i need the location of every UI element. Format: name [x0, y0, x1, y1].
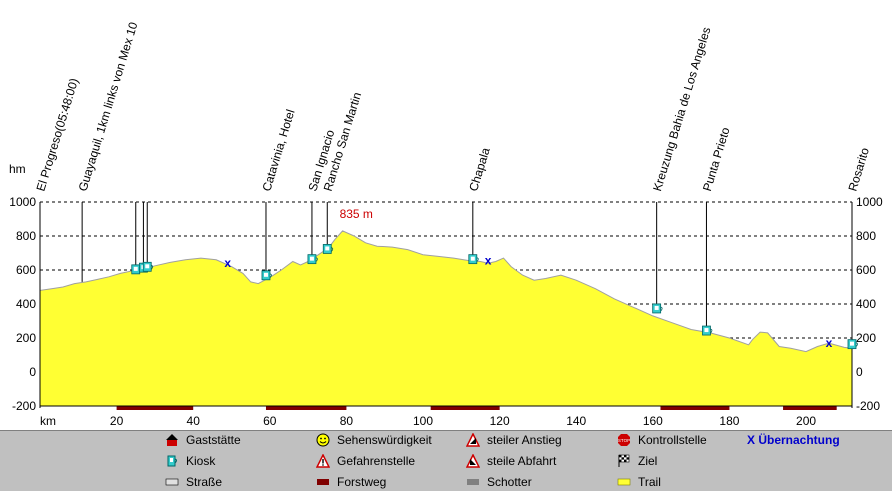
kiosk-icon — [142, 261, 154, 272]
y-tick-label: 600 — [856, 263, 876, 277]
x-tick-label: 60 — [263, 414, 277, 428]
surface-segment-forstweg — [430, 406, 500, 410]
surface-segment-forstweg — [660, 406, 730, 410]
kiosk-icon — [322, 244, 334, 254]
y-tick-label: 800 — [856, 229, 876, 243]
overnight-legend-note: X Übernachtung — [747, 433, 840, 447]
x-tick-label: 20 — [110, 414, 124, 428]
overnight-x-marker: x — [826, 336, 833, 350]
legend-label: Gaststätte — [186, 433, 241, 447]
x-tick-label: 200 — [796, 414, 816, 428]
gravel-swatch — [466, 475, 480, 489]
y-tick-label: 400 — [16, 297, 36, 311]
x-tick-label: 40 — [187, 414, 201, 428]
y-tick-label: 200 — [856, 331, 876, 345]
stop-icon: STOP — [617, 433, 631, 447]
waypoint-label: Rosarito — [845, 146, 872, 193]
y-tick-label: -200 — [856, 399, 880, 413]
kiosk-icon — [847, 339, 858, 350]
legend-label: Gefahrenstelle — [337, 454, 416, 468]
x-tick-label: 100 — [413, 414, 433, 428]
surface-segment-forstweg — [265, 406, 347, 410]
surface-segment-forstweg — [116, 406, 194, 410]
waypoint-label: Catavinia, Hotel — [259, 108, 297, 193]
kiosk-icon — [468, 254, 479, 265]
legend: Gaststätte Sehenswürdigkeit steiler Anstie… — [0, 430, 892, 491]
kiosk-icon — [702, 325, 713, 336]
elevation-profile-area — [39, 230, 853, 407]
steep-ascent-icon — [465, 432, 481, 447]
legend-label: Kontrollstelle — [638, 433, 707, 447]
y-tick-label: 400 — [856, 297, 876, 311]
kiosk-icon — [261, 270, 272, 281]
surface-bar — [116, 406, 837, 410]
waypoint-label: Chapala — [466, 146, 493, 193]
y-tick-label: 600 — [16, 263, 36, 277]
legend-label: Forstweg — [337, 475, 387, 489]
waypoint-label: El Progreso(05:48:00) — [33, 77, 81, 193]
x-tick-label: 140 — [566, 414, 586, 428]
legend-label: Trail — [638, 475, 661, 489]
finish-flag-icon — [617, 454, 631, 468]
road-swatch — [165, 475, 179, 489]
legend-label: Straße — [186, 475, 223, 489]
legend-label: steile Abfahrt — [487, 454, 557, 468]
y-tick-label: -200 — [12, 399, 36, 413]
overnight-x-marker: x — [485, 254, 492, 268]
gaststaette-icon — [165, 433, 179, 447]
y-axis-left-labels: -200 0 200 400 600 800 1000 — [9, 195, 36, 413]
y-tick-label: 0 — [856, 365, 863, 379]
y-axis-right-labels: -200 0 200 400 600 800 1000 — [856, 195, 883, 413]
y-tick-label: 0 — [29, 365, 36, 379]
y-tick-label: 1000 — [856, 195, 883, 209]
x-tick-label: 180 — [719, 414, 739, 428]
y-tick-label: 1000 — [9, 195, 36, 209]
svg-text:STOP: STOP — [618, 438, 630, 443]
elevation-profile-chart: -200 0 200 400 600 800 1000 -200 0 200 400 600 800 1… — [9, 20, 883, 428]
x-axis-labels: 20 40 60 80 100 120 140 160 180 200 — [110, 414, 816, 428]
x-tick-label: 80 — [340, 414, 354, 428]
x-tick-label: 160 — [643, 414, 663, 428]
legend-label: Ziel — [638, 454, 658, 468]
max-elevation-label: 835 m — [340, 207, 373, 221]
kiosk-icon — [307, 254, 318, 265]
trail-swatch — [617, 475, 631, 489]
smiley-icon — [316, 433, 330, 447]
danger-icon — [315, 453, 331, 468]
waypoint-label: Kreuzung Bahia de Los Angeles — [650, 25, 713, 192]
overnight-markers: x x x — [224, 254, 832, 350]
legend-label: Schotter — [487, 475, 532, 489]
legend-label: Kiosk — [186, 454, 216, 468]
surface-segment-forstweg — [783, 406, 837, 410]
legend-label: steiler Anstieg — [487, 433, 562, 447]
x-tick-label: 120 — [490, 414, 510, 428]
waypoint-label: Guayaquil, 1km links von Mex 10 — [76, 20, 141, 193]
kiosk-icon — [165, 454, 179, 468]
kiosk-icon — [652, 303, 663, 314]
legend-label: Sehenswürdigkeit — [337, 433, 432, 447]
x-axis-unit-label: km — [40, 414, 56, 428]
overnight-x-marker: x — [224, 256, 231, 270]
forest-road-swatch — [316, 475, 330, 489]
y-axis-unit-label: hm — [9, 162, 26, 176]
waypoint-label: Punta Prieto — [700, 125, 733, 193]
y-tick-label: 800 — [16, 229, 36, 243]
steep-descent-icon — [465, 453, 481, 468]
y-tick-label: 200 — [16, 331, 36, 345]
